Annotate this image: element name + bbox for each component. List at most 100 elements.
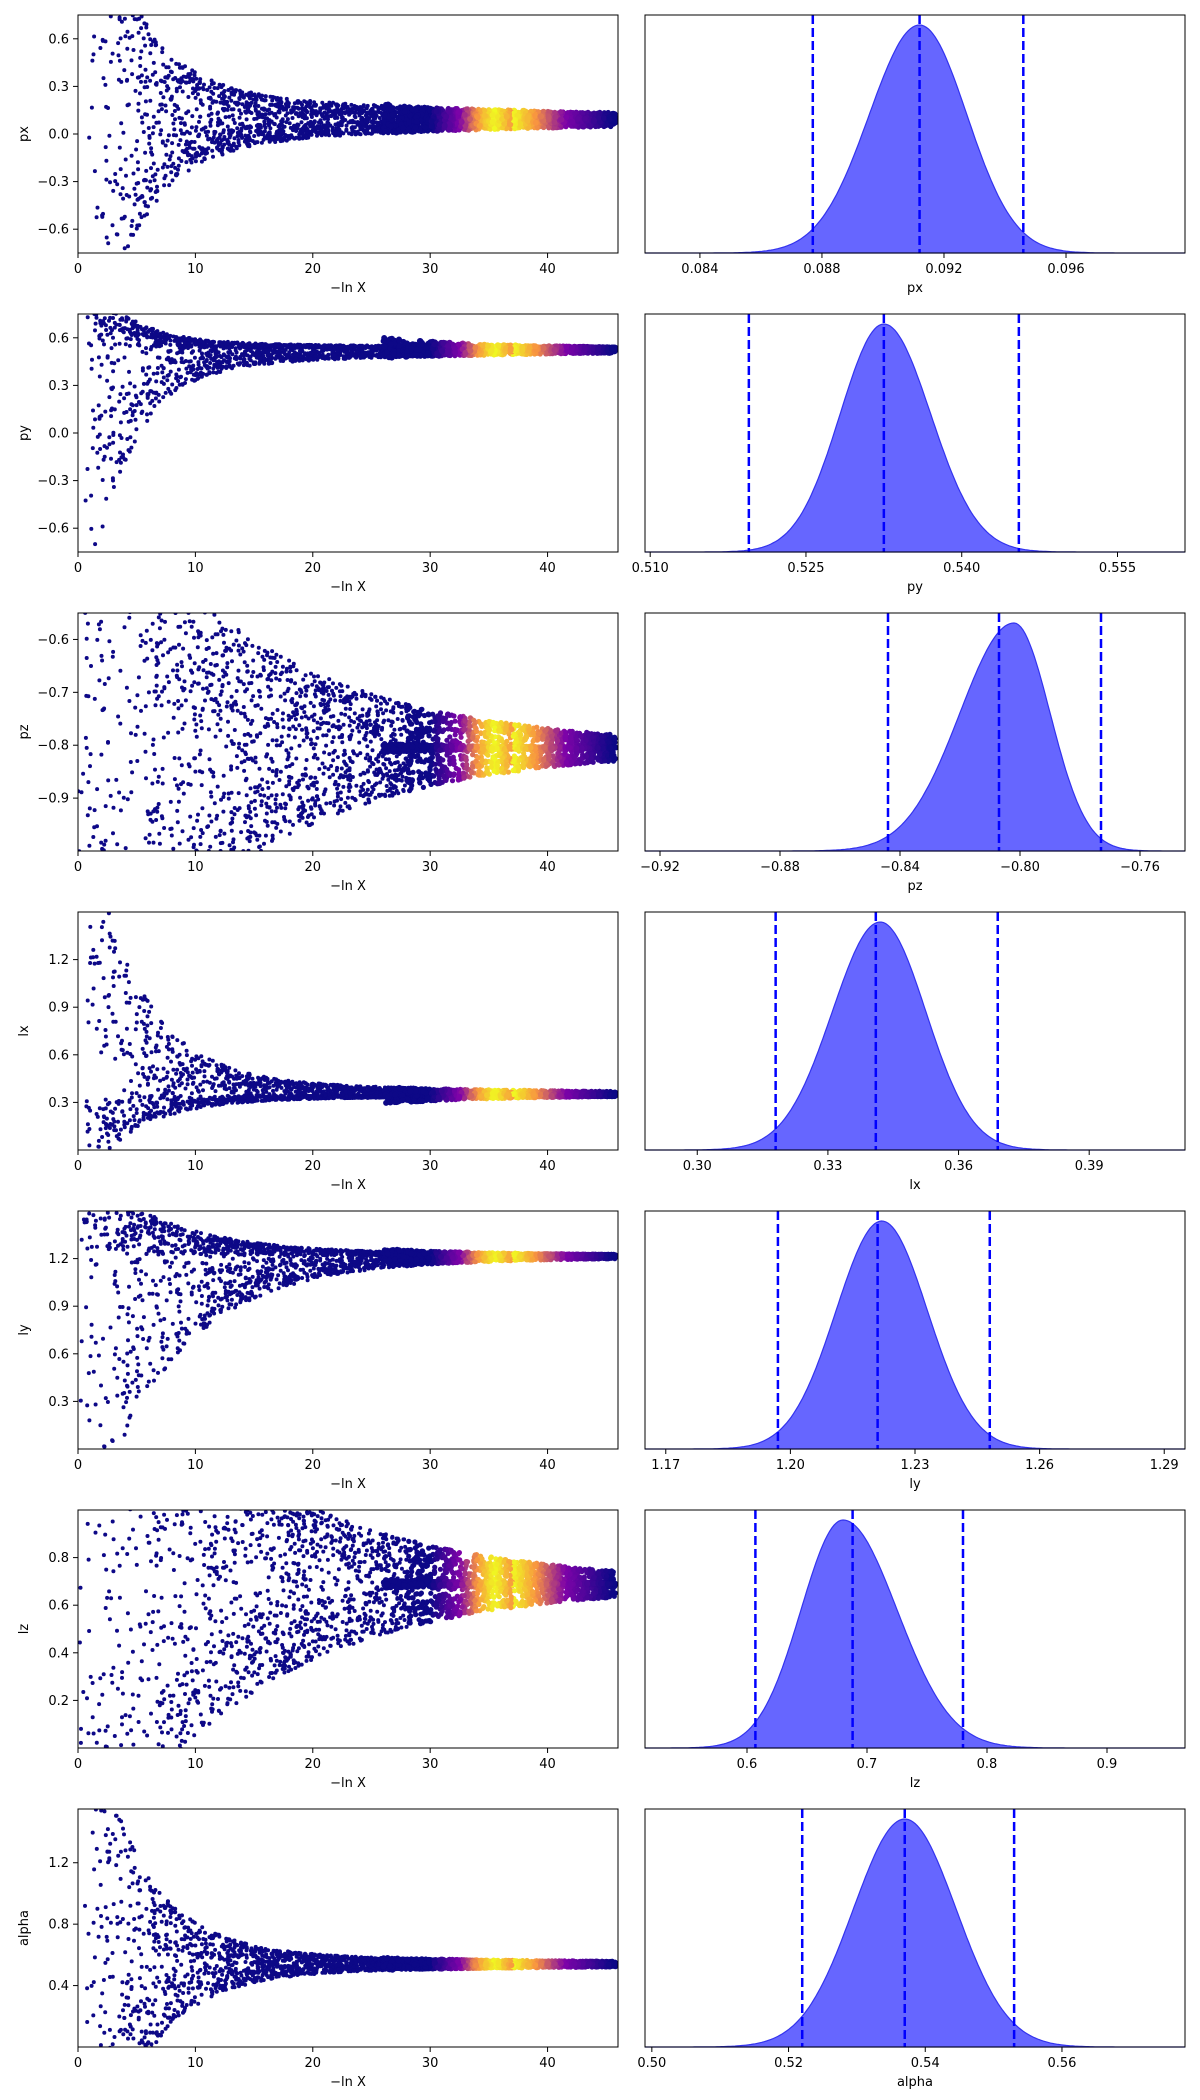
trace-point <box>102 454 107 459</box>
trace-point <box>191 363 196 368</box>
posterior-xlabel: px <box>907 281 923 296</box>
trace-point <box>229 130 234 135</box>
trace-point <box>111 430 116 435</box>
trace-point <box>128 435 133 440</box>
trace-point <box>574 116 581 122</box>
trace-point <box>217 82 222 87</box>
trace-point <box>171 121 176 126</box>
trace-point <box>277 125 282 130</box>
trace-point <box>201 126 206 131</box>
trace-point <box>134 10 138 14</box>
trace-point <box>140 120 145 125</box>
trace-point <box>218 354 222 358</box>
trace-point <box>222 101 227 106</box>
trace-point <box>456 109 463 116</box>
trace-point <box>129 445 134 450</box>
trace-point <box>240 102 245 107</box>
trace-point <box>197 145 202 150</box>
trace-point <box>130 218 135 223</box>
trace-point <box>169 170 174 175</box>
trace-point <box>262 122 267 127</box>
trace-point <box>105 378 110 383</box>
trace-point <box>400 124 407 131</box>
trace-point <box>197 338 202 343</box>
trace-point <box>148 188 153 193</box>
trace-point <box>174 173 179 178</box>
trace-point <box>355 129 360 134</box>
trace-point <box>422 124 429 131</box>
trace-point <box>340 104 345 108</box>
trace-point <box>334 109 339 114</box>
trace-point <box>335 105 340 110</box>
trace-point <box>136 167 141 172</box>
trace-point <box>133 417 138 422</box>
trace-point <box>141 130 146 134</box>
trace-point <box>287 121 292 126</box>
trace-point <box>154 81 159 85</box>
trace-point <box>112 0 116 4</box>
trace-point <box>294 111 299 116</box>
trace-point <box>446 121 453 127</box>
trace-point <box>142 178 146 183</box>
trace-point <box>220 148 224 153</box>
trace-point <box>209 89 214 94</box>
trace-point <box>155 184 159 189</box>
trace-point <box>288 125 293 130</box>
trace-point <box>153 396 158 401</box>
trace-point <box>315 133 319 138</box>
trace-point <box>343 111 348 116</box>
trace-point <box>130 15 135 18</box>
trace-point <box>210 137 215 142</box>
trace-point <box>291 124 296 129</box>
trace-point <box>280 130 285 135</box>
trace-point <box>409 106 416 113</box>
trace-point <box>159 107 164 112</box>
trace-point <box>231 143 236 147</box>
trace-point <box>124 78 129 83</box>
trace-point <box>165 138 170 143</box>
trace-point <box>172 109 177 113</box>
trace-point <box>541 124 547 131</box>
trace-point <box>118 36 123 41</box>
y-tick-label: −0.6 <box>37 223 69 238</box>
trace-point <box>99 413 104 418</box>
trace-point <box>330 125 335 130</box>
trace-point <box>344 127 349 132</box>
trace-point <box>132 384 137 389</box>
trace-point <box>349 110 354 115</box>
trace-point <box>104 235 109 240</box>
trace-point <box>272 95 277 100</box>
trace-point <box>134 147 139 152</box>
trace-point <box>125 46 130 51</box>
trace-point <box>267 139 272 144</box>
trace-point <box>349 102 354 107</box>
trace-point <box>114 322 119 327</box>
x-tick-label: 0.084 <box>681 262 718 277</box>
trace-point <box>336 127 341 132</box>
trace-point <box>313 103 318 107</box>
trace-point <box>129 153 134 158</box>
trace-point <box>538 113 545 120</box>
trace-point <box>269 110 274 115</box>
trace-point <box>134 427 139 432</box>
trace-point <box>304 130 309 135</box>
trace-point <box>259 140 264 145</box>
trace-point <box>268 135 273 140</box>
trace-point <box>150 131 155 136</box>
trace-point <box>601 115 607 122</box>
x-tick-label: 20 <box>305 262 322 277</box>
trace-point <box>240 121 245 126</box>
trace-point <box>137 211 142 216</box>
trace-point <box>186 95 191 99</box>
trace-point <box>87 590 91 594</box>
trace-point <box>154 120 159 125</box>
trace-point <box>196 92 200 97</box>
trace-point <box>166 133 171 138</box>
trace-point <box>590 117 597 124</box>
trace-point <box>103 82 108 87</box>
trace-point <box>169 164 174 169</box>
trace-point <box>461 111 468 118</box>
trace-point <box>256 104 261 108</box>
trace-point <box>353 107 358 112</box>
trace-point <box>185 370 190 375</box>
